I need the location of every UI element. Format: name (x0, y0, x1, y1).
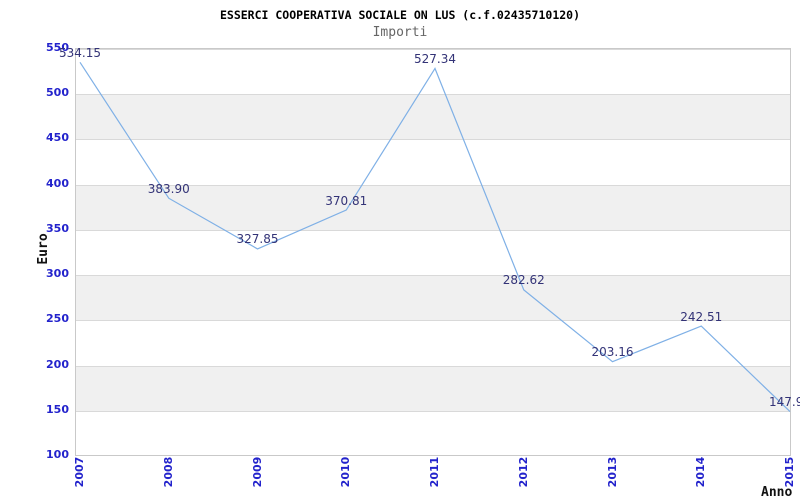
y-tick-label: 550 (46, 41, 69, 54)
data-point-label: 327.85 (236, 232, 279, 247)
y-tick-label: 150 (46, 402, 69, 416)
gridline (76, 275, 790, 277)
plot-area (75, 48, 791, 456)
x-tick-label: 2013 (605, 456, 619, 488)
y-tick-label: 450 (46, 131, 69, 145)
y-axis-title: Euro (36, 233, 51, 265)
y-tick-label: 100 (46, 448, 69, 461)
y-tick-label: 400 (46, 176, 69, 190)
chart-subtitle: Importi (372, 25, 428, 40)
x-tick-label: 2015 (783, 456, 796, 488)
y-tick-label: 300 (46, 267, 69, 281)
data-point-label: 527.34 (414, 51, 456, 66)
gridline (76, 139, 790, 141)
gridline (76, 49, 790, 50)
x-tick-label: 2010 (339, 456, 353, 488)
y-tick-label: 200 (46, 357, 69, 371)
x-tick-label: 2008 (161, 456, 175, 488)
data-point-label: 383.90 (147, 181, 190, 196)
y-tick-label: 250 (46, 312, 69, 326)
x-tick-label: 2012 (516, 456, 530, 488)
x-tick-label: 2009 (250, 456, 264, 488)
gridline (76, 410, 790, 412)
gridline (76, 365, 790, 367)
x-axis-title: Anno (761, 485, 793, 500)
gridline (76, 94, 790, 96)
data-point-label: 147.97 (769, 395, 800, 410)
y-tick-label: 350 (46, 221, 69, 235)
data-point-label: 242.51 (680, 309, 723, 324)
data-point-label: 203.16 (591, 345, 634, 360)
data-point-label: 370.81 (325, 193, 368, 208)
data-point-label: 534.15 (59, 45, 101, 60)
data-point-label: 282.62 (502, 273, 545, 288)
chart-title: ESSERCI COOPERATIVA SOCIALE ON LUS (c.f.… (219, 8, 581, 22)
y-tick-label: 500 (46, 86, 69, 100)
x-tick-label: 2011 (428, 456, 441, 488)
gridline (76, 229, 790, 231)
plot-band (76, 365, 790, 411)
x-tick-label: 2014 (694, 456, 708, 488)
plot-band (76, 94, 790, 140)
x-tick-label: 2007 (73, 456, 86, 488)
